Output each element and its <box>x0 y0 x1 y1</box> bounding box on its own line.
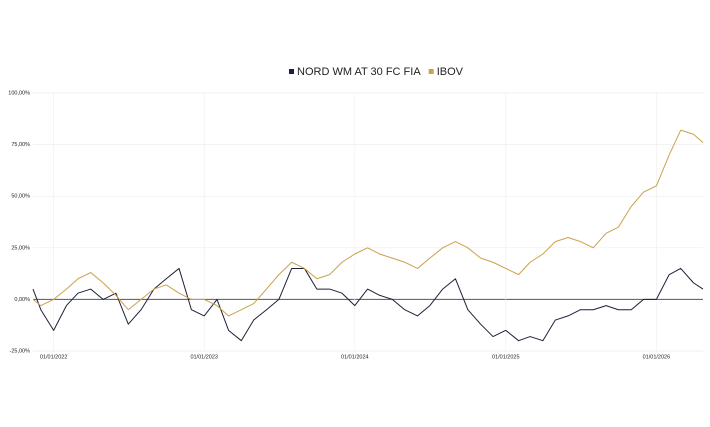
x-tick-label: 01/01/2023 <box>190 354 218 360</box>
x-tick-label: 01/01/2022 <box>40 354 68 360</box>
y-tick-label: 50,00% <box>11 194 30 200</box>
y-tick-label: 100,00% <box>8 90 30 96</box>
x-tick-label: 01/01/2024 <box>341 354 369 360</box>
y-tick-label: 0,00% <box>14 297 30 303</box>
legend-swatch <box>289 69 295 74</box>
x-tick-label: 01/01/2025 <box>492 354 520 360</box>
legend-label: NORD WM AT 30 FC FIA <box>297 66 421 78</box>
series-line <box>32 267 704 342</box>
legend-swatch <box>428 69 434 74</box>
legend-label: IBOV <box>437 66 464 78</box>
series-line <box>32 129 704 317</box>
legend: NORD WM AT 30 FC FIA IBOV <box>289 66 464 78</box>
y-tick-label: 75,00% <box>11 142 30 148</box>
y-tick-label: 25,00% <box>11 245 30 251</box>
y-tick-label: -25,00% <box>10 348 31 354</box>
x-tick-label: 01/01/2026 <box>643 354 671 360</box>
